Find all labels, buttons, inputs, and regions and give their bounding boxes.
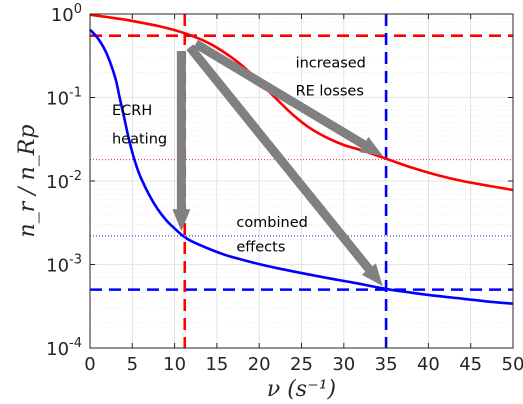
y-tick-label-exponent: 0 xyxy=(74,2,82,17)
y-tick-label: 100 xyxy=(51,2,82,26)
y-tick-label: 10-1 xyxy=(46,86,82,110)
x-tick-label: 10 xyxy=(163,354,186,375)
y-tick-label-exponent: -1 xyxy=(69,86,82,101)
annotation-2-line-2: heating xyxy=(112,132,167,148)
y-tick-label-exponent: -4 xyxy=(69,336,82,351)
annotation-3-line-1: combined xyxy=(236,215,308,231)
annotation-1-line-1: increased xyxy=(296,55,366,71)
x-tick-label: 30 xyxy=(332,354,355,375)
x-tick-label: 15 xyxy=(205,354,228,375)
arrows xyxy=(172,39,383,287)
series-line-1 xyxy=(89,13,514,192)
y-tick-label-base: 10 xyxy=(46,339,69,360)
annotation-2-line-1: ECRH xyxy=(112,103,152,119)
x-tick-label: 45 xyxy=(459,354,482,375)
arrow-3 xyxy=(186,44,383,287)
series-line-2 xyxy=(89,28,514,305)
y-tick-label-base: 10 xyxy=(51,5,74,26)
y-tick-label-base: 10 xyxy=(46,256,69,277)
reference-lines xyxy=(90,14,513,348)
y-tick-label: 10-2 xyxy=(46,169,82,193)
y-tick-label-exponent: -2 xyxy=(69,169,82,184)
x-axis-title: ν (s⁻¹) xyxy=(267,377,336,402)
x-tick-label: 40 xyxy=(417,354,440,375)
y-tick-label: 10-3 xyxy=(46,253,82,277)
x-tick-label: 25 xyxy=(290,354,313,375)
grid xyxy=(89,13,514,349)
x-tick-label: 5 xyxy=(127,354,138,375)
x-tick-label: 0 xyxy=(84,354,95,375)
y-tick-label-exponent: -3 xyxy=(69,253,82,268)
y-tick-label-base: 10 xyxy=(46,172,69,193)
axis-titles: ν (s⁻¹) n_r / n_Rp xyxy=(15,125,336,402)
y-tick-label-base: 10 xyxy=(46,89,69,110)
arrow-1 xyxy=(172,51,191,232)
series xyxy=(89,13,514,305)
arrow-2 xyxy=(193,39,383,156)
x-tick-label: 50 xyxy=(502,354,523,375)
x-tick-label: 35 xyxy=(375,354,398,375)
x-tick-label: 20 xyxy=(248,354,271,375)
y-axis-title: n_r / n_Rp xyxy=(15,125,40,238)
annotation-1-line-2: RE losses xyxy=(296,84,364,100)
annotations: increased RE losses ECRH heating combined eff… xyxy=(112,55,366,255)
y-tick-label: 10-4 xyxy=(46,336,82,360)
annotation-3-line-2: effects xyxy=(236,240,285,256)
